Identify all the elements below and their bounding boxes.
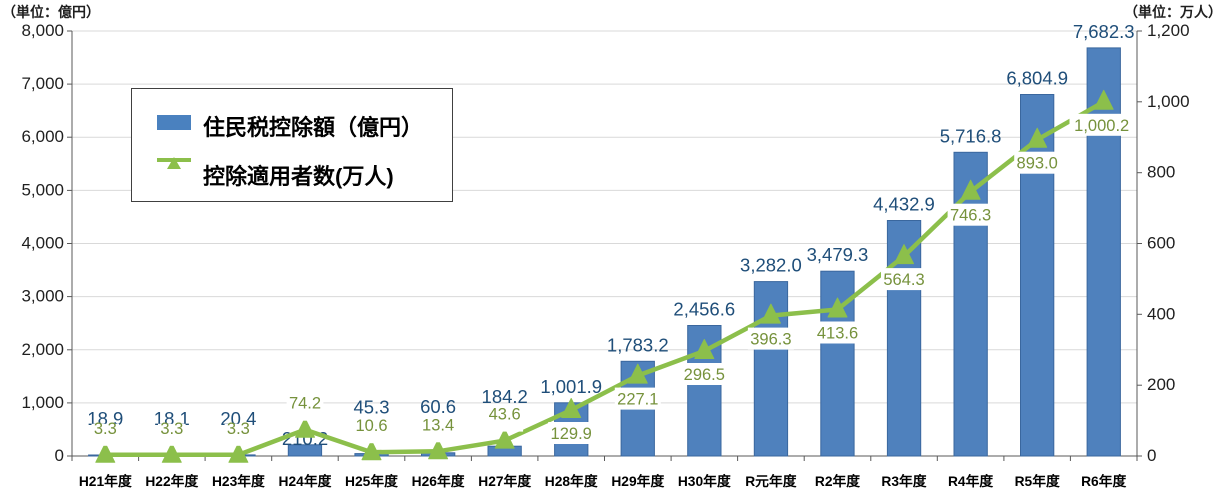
svg-text:3,282.0: 3,282.0 (740, 255, 802, 276)
svg-text:0: 0 (1147, 446, 1156, 465)
svg-text:H29年度: H29年度 (611, 473, 664, 489)
svg-text:R5年度: R5年度 (1015, 473, 1060, 489)
svg-text:45.3: 45.3 (353, 397, 389, 418)
svg-text:600: 600 (1147, 234, 1175, 253)
svg-text:200: 200 (1147, 375, 1175, 394)
svg-text:4,432.9: 4,432.9 (873, 194, 935, 215)
svg-text:4,000: 4,000 (21, 234, 64, 253)
svg-text:5,000: 5,000 (21, 180, 64, 199)
svg-text:13.4: 13.4 (422, 416, 454, 434)
svg-text:H30年度: H30年度 (678, 473, 731, 489)
svg-text:396.3: 396.3 (750, 331, 791, 349)
svg-text:R4年度: R4年度 (948, 473, 993, 489)
svg-text:400: 400 (1147, 304, 1175, 323)
svg-text:5,716.8: 5,716.8 (940, 125, 1002, 146)
svg-text:H25年度: H25年度 (345, 473, 398, 489)
svg-text:H27年度: H27年度 (478, 473, 531, 489)
svg-text:8,000: 8,000 (21, 21, 64, 40)
svg-text:0: 0 (55, 446, 64, 465)
svg-text:7,000: 7,000 (21, 74, 64, 93)
svg-text:564.3: 564.3 (883, 271, 924, 289)
svg-text:3.3: 3.3 (160, 420, 183, 438)
svg-text:184.2: 184.2 (482, 386, 528, 407)
svg-text:74.2: 74.2 (289, 395, 321, 413)
svg-text:H26年度: H26年度 (412, 473, 465, 489)
svg-text:746.3: 746.3 (950, 207, 991, 225)
svg-text:H21年度: H21年度 (79, 473, 132, 489)
svg-text:6,804.9: 6,804.9 (1006, 68, 1068, 89)
svg-text:60.6: 60.6 (420, 396, 456, 417)
svg-text:R6年度: R6年度 (1081, 473, 1126, 489)
svg-text:43.6: 43.6 (489, 406, 521, 424)
svg-text:R2年度: R2年度 (815, 473, 860, 489)
svg-text:1,200: 1,200 (1147, 21, 1190, 40)
svg-text:3.3: 3.3 (227, 420, 250, 438)
svg-text:6,000: 6,000 (21, 127, 64, 146)
svg-text:R元年度: R元年度 (745, 473, 797, 489)
svg-text:7,682.3: 7,682.3 (1073, 21, 1135, 42)
svg-text:H23年度: H23年度 (212, 473, 265, 489)
svg-text:413.6: 413.6 (817, 325, 858, 343)
svg-text:2,456.6: 2,456.6 (673, 299, 735, 320)
svg-text:296.5: 296.5 (684, 366, 725, 384)
svg-text:2,000: 2,000 (21, 340, 64, 359)
svg-text:H22年度: H22年度 (145, 473, 198, 489)
svg-text:1,001.9: 1,001.9 (540, 376, 602, 397)
svg-text:3,479.3: 3,479.3 (807, 244, 869, 265)
svg-text:R3年度: R3年度 (881, 473, 926, 489)
svg-text:893.0: 893.0 (1017, 155, 1058, 173)
svg-text:1,000: 1,000 (1147, 92, 1190, 111)
svg-text:H28年度: H28年度 (545, 473, 598, 489)
svg-text:3.3: 3.3 (94, 420, 117, 438)
svg-text:H24年度: H24年度 (279, 473, 332, 489)
svg-text:1,783.2: 1,783.2 (607, 334, 669, 355)
svg-text:10.6: 10.6 (355, 417, 387, 435)
svg-text:129.9: 129.9 (551, 425, 592, 443)
svg-text:800: 800 (1147, 163, 1175, 182)
svg-text:1,000: 1,000 (21, 393, 64, 412)
svg-text:1,000.2: 1,000.2 (1074, 117, 1129, 135)
svg-text:3,000: 3,000 (21, 287, 64, 306)
svg-text:227.1: 227.1 (617, 391, 658, 409)
